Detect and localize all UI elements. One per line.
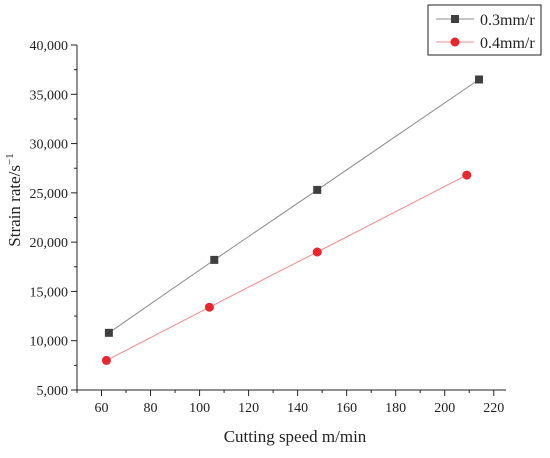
data-point-circle	[204, 302, 214, 312]
y-tick-label: 30,000	[30, 138, 69, 153]
legend-label: 0.3mm/r	[480, 12, 535, 29]
x-tick-label: 100	[189, 401, 210, 416]
y-tick-label: 25,000	[30, 187, 69, 202]
x-tick-label: 200	[434, 401, 455, 416]
data-point-square	[475, 75, 484, 84]
x-axis-label: Cutting speed m/min	[224, 427, 367, 446]
data-point-square	[313, 185, 322, 194]
data-point-square	[104, 328, 113, 337]
y-tick-label: 10,000	[30, 335, 69, 350]
y-tick-label: 35,000	[30, 88, 69, 103]
x-tick-label: 140	[287, 401, 308, 416]
axes-layer: 60 80 100 120 140 160 180 200 220 5,000 10,000 15,0…	[30, 39, 506, 416]
x-tick-label: 120	[238, 401, 259, 416]
x-tick-label: 180	[385, 401, 406, 416]
y-axis-label-superscript: −1	[4, 153, 16, 165]
legend-box	[427, 4, 542, 56]
legend-label: 0.4mm/r	[480, 35, 535, 52]
data-point-square	[210, 255, 219, 264]
series-line	[106, 174, 468, 361]
y-axis-label: Strain rate/s−1	[4, 153, 24, 246]
legend: 0.3mm/r 0.4mm/r	[427, 4, 542, 56]
x-tick-label: 220	[483, 401, 504, 416]
legend-item-0: 0.3mm/r	[436, 12, 535, 29]
y-tick-label: 40,000	[30, 39, 69, 54]
series-layer	[101, 75, 484, 365]
x-tick-label: 60	[95, 401, 109, 416]
y-tick-label: 15,000	[30, 285, 69, 300]
data-point-circle	[101, 355, 111, 365]
series-1	[101, 170, 472, 365]
x-tick-label: 80	[144, 401, 158, 416]
y-tick-label: 5,000	[37, 384, 69, 399]
y-tick-label: 20,000	[30, 236, 69, 251]
series-0	[104, 75, 484, 337]
data-point-circle	[462, 170, 472, 180]
y-axis-label-text: Strain rate/s	[5, 165, 24, 247]
legend-marker-circle	[450, 37, 460, 47]
x-tick-label: 160	[336, 401, 357, 416]
series-line	[108, 79, 480, 334]
legend-marker-square	[451, 15, 459, 23]
data-point-circle	[312, 247, 322, 257]
legend-item-1: 0.4mm/r	[436, 35, 535, 52]
